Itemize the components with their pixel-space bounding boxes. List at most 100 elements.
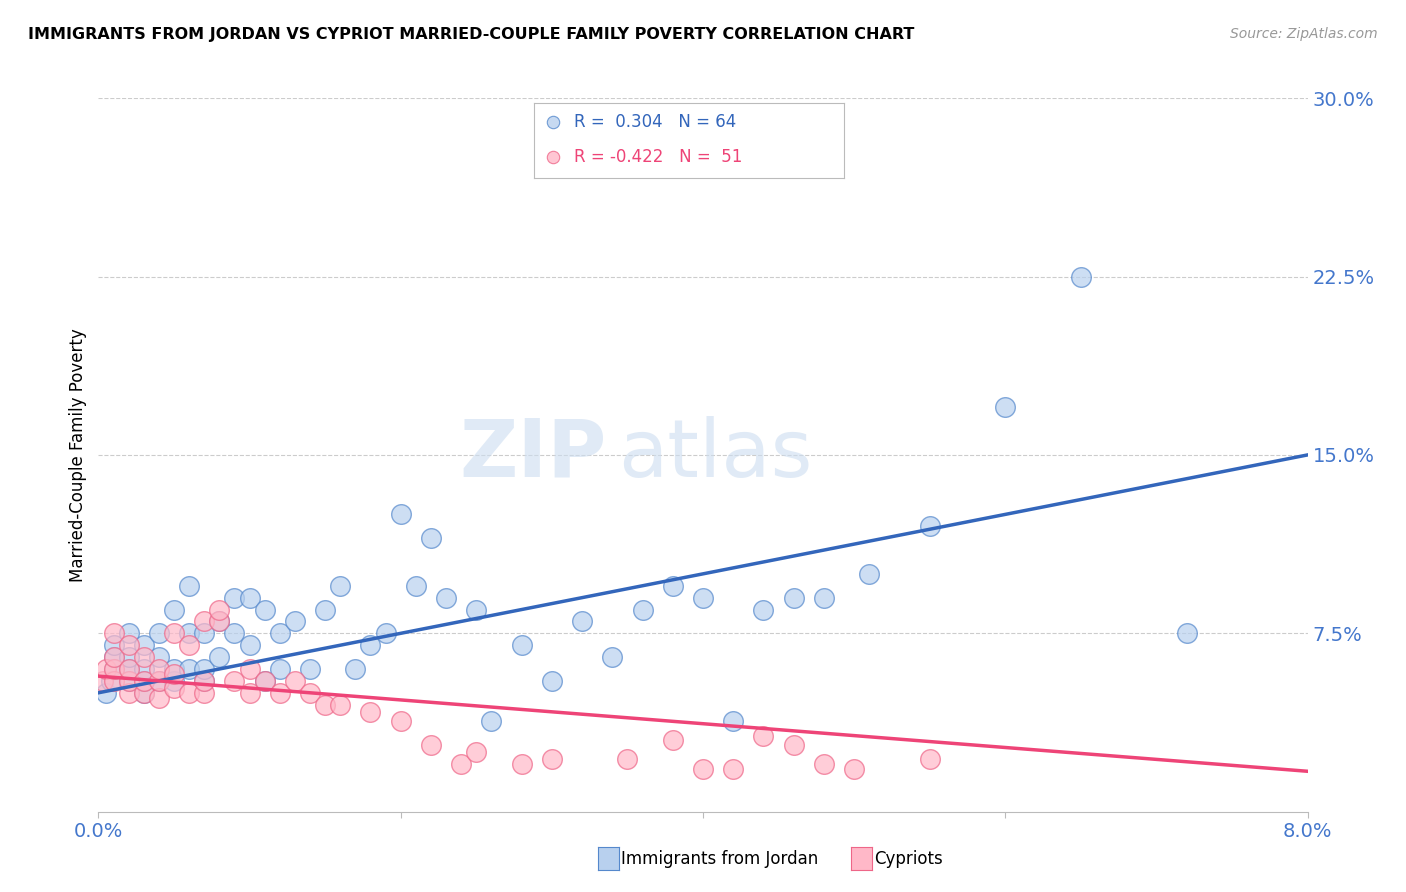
Point <box>692 591 714 605</box>
Point <box>541 150 564 164</box>
Point <box>179 662 201 676</box>
Point <box>132 662 155 676</box>
Point <box>389 508 412 522</box>
Point <box>118 650 141 665</box>
Point <box>344 662 367 676</box>
Point <box>179 579 201 593</box>
Point <box>132 650 155 665</box>
Text: atlas: atlas <box>619 416 813 494</box>
Point <box>239 686 262 700</box>
Point <box>118 638 141 652</box>
Point <box>103 673 125 688</box>
Point <box>783 591 806 605</box>
Point <box>132 638 155 652</box>
Point <box>602 650 624 665</box>
Point <box>420 531 443 545</box>
Point <box>1070 269 1092 284</box>
Point <box>239 662 262 676</box>
Point <box>692 762 714 776</box>
Point <box>103 650 125 665</box>
Point <box>434 591 457 605</box>
Point <box>465 602 488 616</box>
Point <box>844 762 866 776</box>
Point <box>132 686 155 700</box>
Point <box>91 673 114 688</box>
Point <box>616 752 638 766</box>
Point <box>374 626 396 640</box>
Point <box>662 733 685 747</box>
Point <box>118 662 141 676</box>
Point <box>224 626 246 640</box>
Point <box>299 686 322 700</box>
Point <box>783 738 806 752</box>
Point <box>163 666 186 681</box>
Point <box>269 626 291 640</box>
Point <box>284 673 307 688</box>
Text: Cypriots: Cypriots <box>875 850 943 868</box>
Point <box>360 705 382 719</box>
Point <box>510 757 533 772</box>
Point <box>103 638 125 652</box>
Text: IMMIGRANTS FROM JORDAN VS CYPRIOT MARRIED-COUPLE FAMILY POVERTY CORRELATION CHAR: IMMIGRANTS FROM JORDAN VS CYPRIOT MARRIE… <box>28 27 914 42</box>
Point <box>179 686 201 700</box>
Point <box>269 686 291 700</box>
Point <box>163 673 186 688</box>
Point <box>148 626 170 640</box>
Point <box>193 673 215 688</box>
Point <box>179 638 201 652</box>
Point <box>208 602 231 616</box>
Point <box>481 714 503 729</box>
Point <box>253 673 276 688</box>
Point <box>118 686 141 700</box>
Point <box>208 615 231 629</box>
Text: R =  0.304   N = 64: R = 0.304 N = 64 <box>575 112 737 130</box>
Point <box>541 673 564 688</box>
Point <box>314 698 336 712</box>
Point <box>163 662 186 676</box>
Point <box>100 673 122 688</box>
Text: ZIP: ZIP <box>458 416 606 494</box>
Point <box>193 626 215 640</box>
Point <box>193 662 215 676</box>
Point <box>193 615 215 629</box>
Point <box>118 662 141 676</box>
Point <box>752 602 775 616</box>
Point <box>299 662 322 676</box>
Point <box>208 650 231 665</box>
Point <box>813 757 835 772</box>
Text: Immigrants from Jordan: Immigrants from Jordan <box>621 850 818 868</box>
Point <box>148 673 170 688</box>
Point <box>541 114 564 128</box>
Point <box>118 626 141 640</box>
Point <box>163 681 186 695</box>
Point <box>253 602 276 616</box>
Point <box>148 650 170 665</box>
Text: R = -0.422   N =  51: R = -0.422 N = 51 <box>575 148 742 166</box>
Point <box>148 690 170 705</box>
Point <box>163 626 186 640</box>
Point <box>103 650 125 665</box>
Point <box>329 579 352 593</box>
Point <box>314 602 336 616</box>
Point <box>510 638 533 652</box>
Point <box>132 686 155 700</box>
Point <box>662 579 685 593</box>
Point <box>420 738 443 752</box>
Point <box>858 566 880 581</box>
Point <box>405 579 427 593</box>
Point <box>465 745 488 759</box>
Point <box>132 673 155 688</box>
Point <box>103 662 125 676</box>
Point <box>193 673 215 688</box>
Point <box>94 686 117 700</box>
Point <box>813 591 835 605</box>
Point <box>918 752 941 766</box>
Point <box>148 662 170 676</box>
Y-axis label: Married-Couple Family Poverty: Married-Couple Family Poverty <box>69 328 87 582</box>
Point <box>284 615 307 629</box>
Point <box>163 602 186 616</box>
Point <box>224 673 246 688</box>
Point <box>253 673 276 688</box>
Point <box>179 626 201 640</box>
Point <box>208 615 231 629</box>
